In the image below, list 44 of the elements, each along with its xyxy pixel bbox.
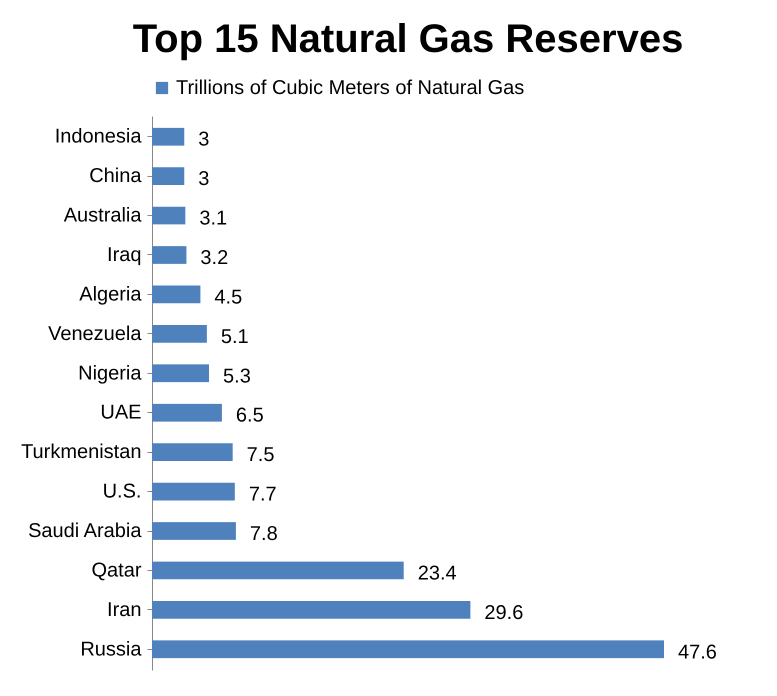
y-tick-label: UAE (100, 402, 142, 424)
data-label: 23.4 (418, 562, 457, 584)
bar (152, 600, 470, 619)
bar (152, 364, 210, 382)
y-tick-label: U.S. (102, 480, 142, 503)
y-tick-label: Algeria (79, 283, 142, 306)
y-tick-label: Nigeria (78, 362, 142, 384)
bar (152, 324, 207, 343)
data-label: 5.3 (223, 365, 251, 388)
chart-title: Top 15 Natural Gas Reserves (132, 17, 684, 61)
y-tick-label: Saudi Arabia (28, 520, 142, 542)
y-tick-label: China (89, 165, 142, 188)
data-label: 7.5 (246, 444, 274, 466)
bar (152, 167, 184, 186)
data-label: 4.5 (214, 286, 242, 308)
data-label: 7.7 (248, 484, 277, 506)
bar (152, 404, 222, 422)
bar (152, 522, 236, 540)
bar (152, 286, 200, 304)
bar (152, 128, 184, 146)
y-tick-label: Iran (107, 598, 142, 621)
data-label: 3 (198, 128, 210, 151)
bar (152, 562, 404, 580)
data-label: 3.1 (199, 208, 228, 230)
data-label: 29.6 (484, 602, 524, 624)
y-tick-label: Indonesia (54, 126, 142, 148)
data-label: 47.6 (678, 641, 717, 664)
data-label: 7.8 (250, 523, 278, 546)
y-tick-label: Qatar (91, 559, 142, 582)
data-label: 5.1 (220, 326, 249, 348)
data-label: 3.2 (200, 246, 228, 269)
bar (152, 482, 235, 500)
bar (152, 206, 186, 224)
bar (152, 246, 186, 264)
y-tick-label: Iraq (107, 244, 142, 266)
bar (152, 443, 233, 462)
y-tick-label: Australia (64, 204, 142, 227)
y-tick-label: Russia (80, 638, 142, 660)
data-label: 3 (198, 168, 210, 190)
y-tick-label: Venezuela (48, 322, 142, 345)
data-label: 6.5 (236, 404, 264, 427)
bar (152, 640, 664, 658)
y-tick-label: Turkmenistan (21, 441, 142, 464)
legend-label: Trillions of Cubic Meters of Natural Gas (176, 77, 524, 99)
